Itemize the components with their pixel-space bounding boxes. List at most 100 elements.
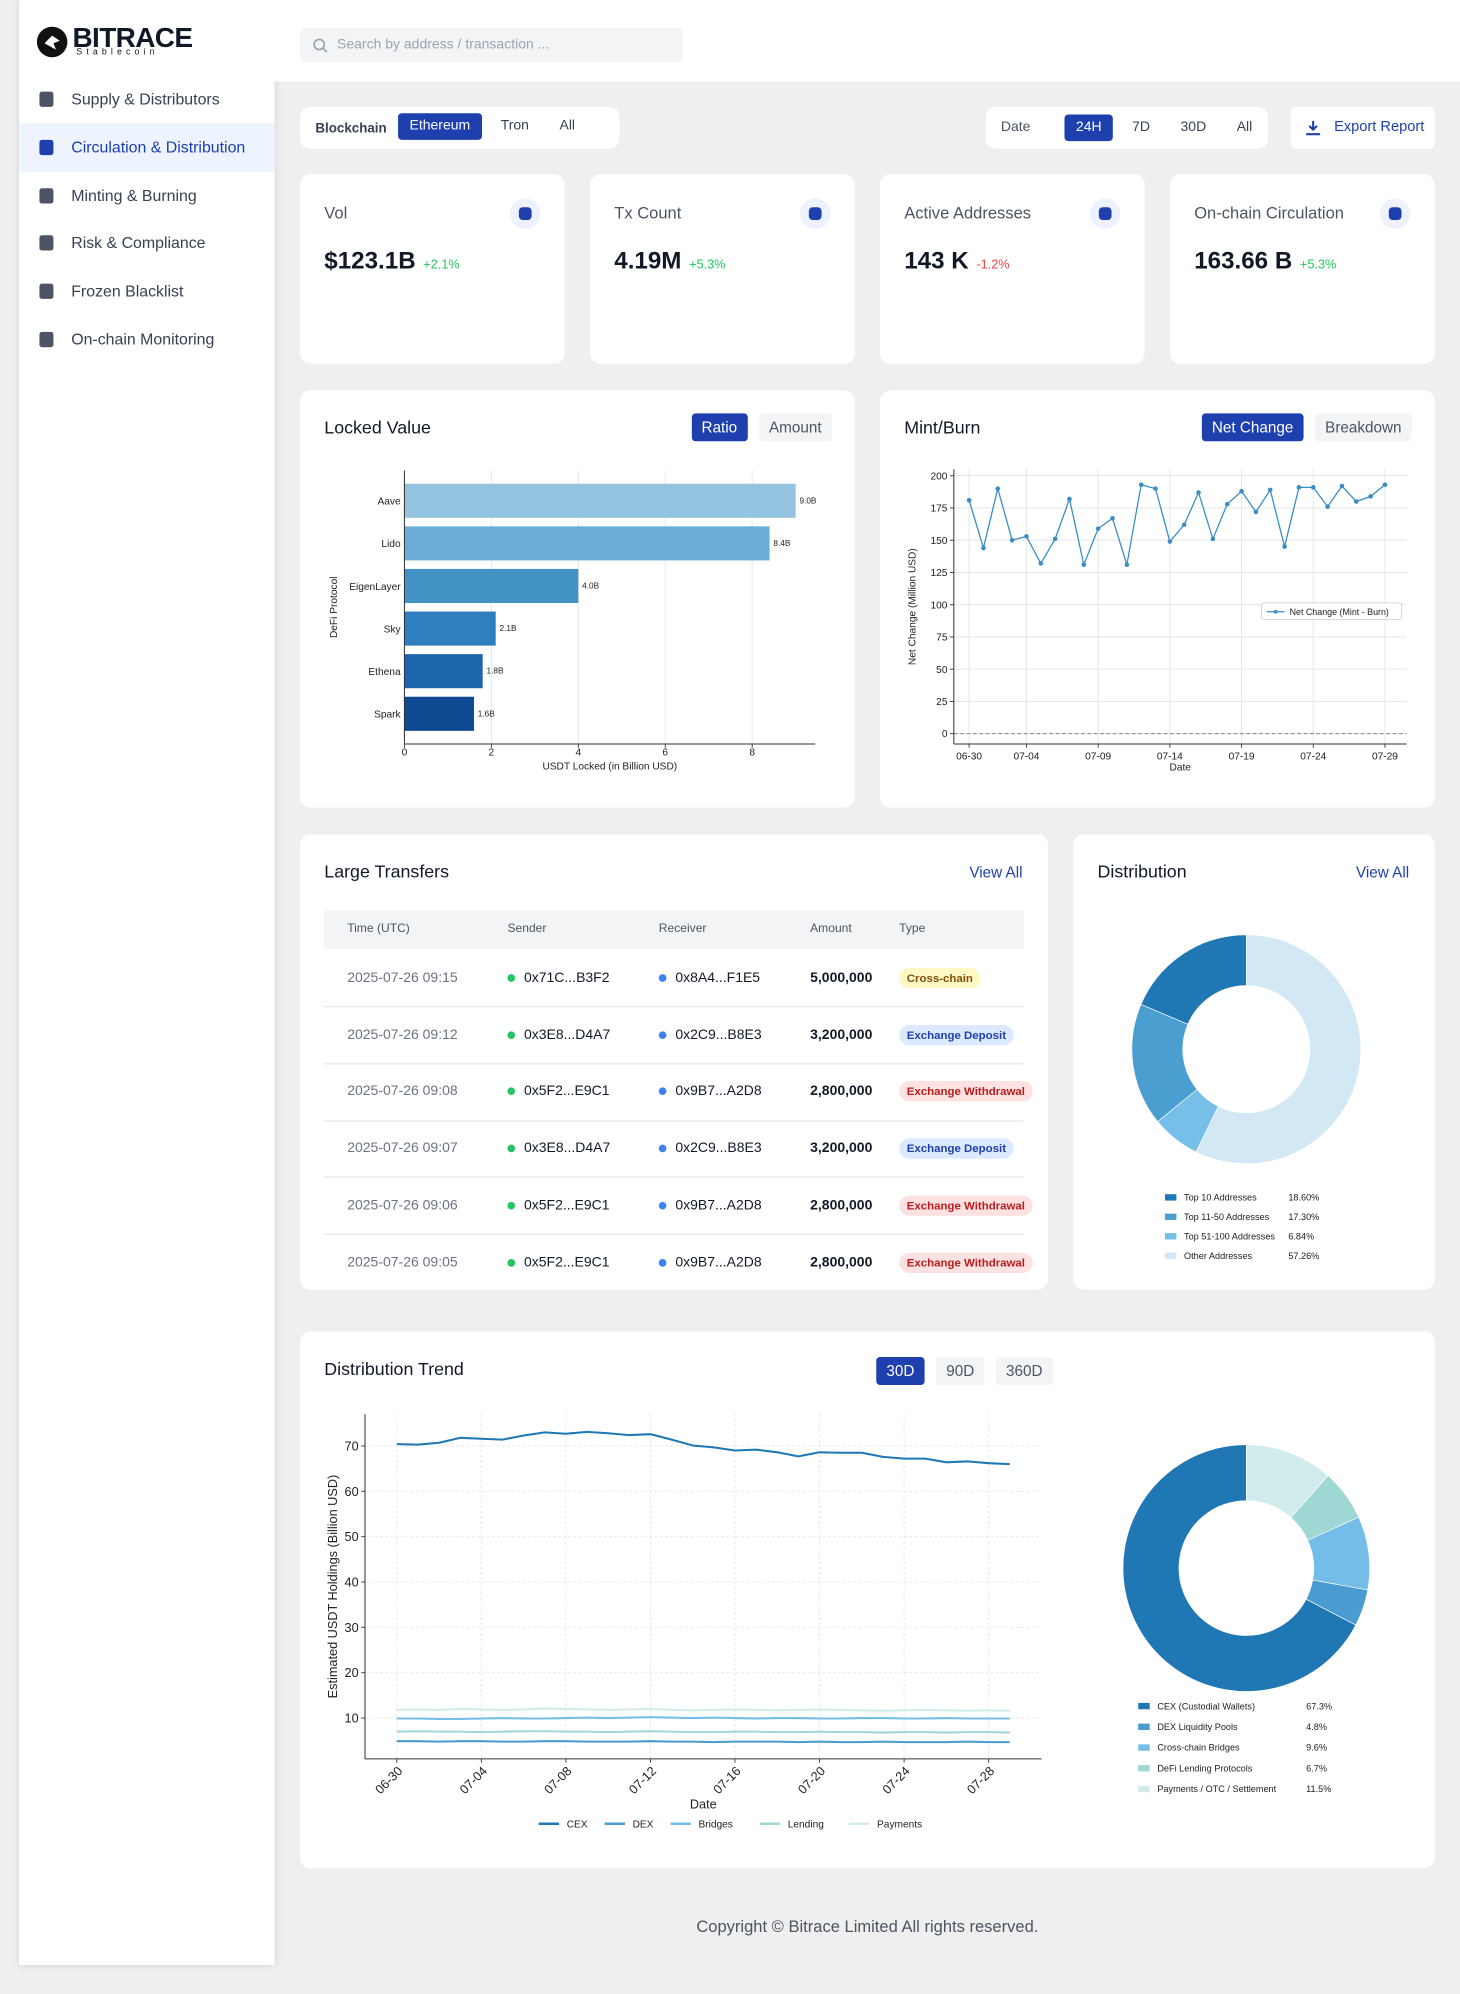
toggle[interactable]: 360D — [995, 1356, 1053, 1385]
stat-label: Tx Count — [614, 203, 682, 223]
download-icon — [1306, 120, 1321, 136]
type-badge: Exchange Withdrawal — [899, 1195, 1033, 1216]
nav-item[interactable]: Frozen Blacklist — [71, 282, 184, 301]
cell-receiver[interactable]: 0x9B7...A2D8 — [675, 1254, 762, 1270]
search-box[interactable]: Search by address / transaction ... — [300, 27, 683, 63]
toggle[interactable]: Ratio — [691, 413, 748, 442]
toggle[interactable]: Net Change — [1201, 413, 1304, 442]
sender-dot — [507, 1087, 516, 1096]
cell-receiver[interactable]: 0x9B7...A2D8 — [675, 1197, 762, 1214]
search-placeholder: Search by address / transaction ... — [337, 36, 550, 53]
sender-dot — [507, 1258, 516, 1267]
toggle[interactable]: Breakdown — [1314, 413, 1412, 442]
column-header: Receiver — [658, 922, 707, 937]
receiver-dot — [658, 1144, 667, 1153]
nav-item[interactable]: On-chain Monitoring — [71, 330, 215, 349]
view-all-link[interactable]: View All — [969, 863, 1023, 882]
nav-item[interactable]: Supply & Distributors — [71, 90, 220, 109]
cell-amount: 3,200,000 — [810, 1140, 873, 1157]
stat-change: +5.3% — [1299, 258, 1337, 273]
stat-value-row: $123.1B +2.1% — [324, 248, 459, 276]
brand-name: BITRACE — [72, 21, 193, 54]
filter-label: Blockchain — [315, 120, 387, 137]
filter-option[interactable]: 7D — [1132, 119, 1151, 135]
sender-dot — [507, 974, 516, 982]
filter-label: Date — [1000, 119, 1031, 135]
cell-sender[interactable]: 0x3E8...D4A7 — [523, 1027, 611, 1043]
view-all-link[interactable]: View All — [1355, 863, 1410, 882]
cell-sender[interactable]: 0x71C...B3F2 — [523, 970, 610, 986]
stat-icon-glyph — [1098, 207, 1112, 221]
column-header: Sender — [507, 922, 547, 937]
row-divider — [324, 1006, 1024, 1008]
toggle[interactable]: 90D — [936, 1356, 985, 1385]
filter-options: 24H 7D 30D All — [1064, 114, 1271, 142]
filter-option[interactable]: 24H — [1064, 114, 1114, 142]
stat-icon — [509, 198, 541, 229]
nav-item[interactable]: Minting & Burning — [71, 186, 197, 205]
stat-label: Active Addresses — [904, 203, 1032, 223]
column-header: Time (UTC) — [347, 922, 410, 937]
type-badge: Exchange Withdrawal — [899, 1252, 1033, 1273]
sidebar — [19, 0, 275, 1965]
stat-change: +5.3% — [689, 258, 726, 273]
cell-sender[interactable]: 0x3E8...D4A7 — [523, 1140, 611, 1157]
locked-value-card: Locked Value Ratio Amount — [300, 390, 855, 808]
export-button[interactable]: Export Report — [1290, 106, 1435, 149]
column-header: Amount — [810, 922, 852, 937]
row-divider — [324, 1176, 1024, 1179]
cell-time: 2025-07-26 09:08 — [347, 1084, 458, 1100]
column-header: Type — [899, 922, 926, 937]
stat-icon — [1379, 198, 1411, 229]
filter-option[interactable]: Tron — [500, 118, 529, 134]
filter-option[interactable]: All — [1236, 119, 1253, 135]
filter-option[interactable]: 30D — [1180, 119, 1207, 135]
cell-receiver[interactable]: 0x2C9...B8E3 — [675, 1140, 762, 1157]
stat-card: Active Addresses 143 K -1.2% — [880, 174, 1145, 364]
cell-receiver[interactable]: 0x9B7...A2D8 — [675, 1084, 762, 1100]
stat-icon-glyph — [518, 207, 532, 221]
toggle-group: 30D 90D 360D — [865, 1356, 1053, 1385]
cell-time: 2025-07-26 09:15 — [347, 970, 458, 986]
cell-sender[interactable]: 0x5F2...E9C1 — [523, 1254, 610, 1270]
nav-icon — [39, 139, 54, 155]
footer: Copyright © Bitrace Limited All rights r… — [696, 1916, 1039, 1936]
card-title: Locked Value — [324, 417, 431, 438]
cell-sender[interactable]: 0x5F2...E9C1 — [523, 1084, 610, 1100]
receiver-dot — [658, 1258, 667, 1267]
stat-change: -1.2% — [976, 258, 1010, 273]
stat-card: Tx Count 4.19M +5.3% — [590, 174, 855, 364]
distribution-trend-card: Distribution Trend 30D 90D 360D — [300, 1331, 1435, 1869]
type-badge: Exchange Deposit — [899, 1138, 1014, 1159]
cell-time: 2025-07-26 09:05 — [347, 1254, 458, 1270]
stat-value-row: 163.66 B +5.3% — [1194, 248, 1336, 276]
nav-icon — [39, 283, 54, 300]
cell-amount: 2,800,000 — [810, 1084, 873, 1100]
stat-icon-glyph — [1388, 207, 1402, 221]
stat-value-row: 143 K -1.2% — [904, 248, 1009, 276]
filter-option[interactable]: All — [559, 118, 576, 134]
toggle[interactable]: 30D — [876, 1356, 925, 1385]
row-divider — [324, 1063, 1024, 1065]
receiver-dot — [658, 1087, 667, 1096]
stat-value: 163.66 B — [1194, 247, 1293, 275]
cell-receiver[interactable]: 0x8A4...F1E5 — [675, 970, 761, 986]
nav-item[interactable]: Circulation & Distribution — [71, 138, 246, 157]
receiver-dot — [658, 974, 667, 982]
cell-sender[interactable]: 0x5F2...E9C1 — [523, 1197, 610, 1214]
receiver-dot — [658, 1201, 667, 1210]
filter-options: Ethereum Tron All — [398, 113, 594, 140]
stat-value-row: 4.19M +5.3% — [614, 248, 725, 276]
toggle[interactable]: Amount — [758, 413, 832, 442]
distribution-card: Distribution View All — [1073, 834, 1435, 1290]
stat-label: Vol — [324, 203, 348, 223]
stat-label: On-chain Circulation — [1194, 203, 1344, 223]
cell-time: 2025-07-26 09:07 — [347, 1140, 458, 1157]
cell-time: 2025-07-26 09:12 — [347, 1027, 458, 1043]
filter-option[interactable]: Ethereum — [398, 113, 482, 140]
nav-item[interactable]: Risk & Compliance — [71, 234, 206, 253]
card-title: Distribution Trend — [324, 1358, 464, 1379]
cell-receiver[interactable]: 0x2C9...B8E3 — [675, 1027, 762, 1043]
